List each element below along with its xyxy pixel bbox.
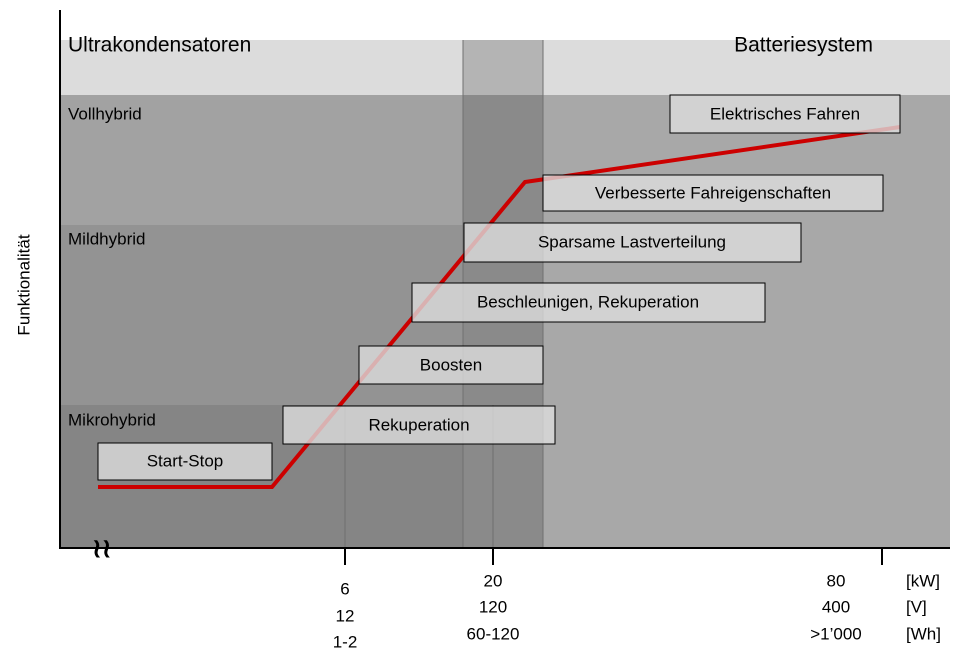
box-label: Beschleunigen, Rekuperation — [477, 292, 699, 311]
box-label: Verbesserte Fahreigenschaften — [595, 183, 831, 202]
header-left: Ultrakondensatoren — [68, 34, 251, 57]
box — [282, 405, 556, 445]
box-label: Start-Stop — [147, 451, 224, 470]
zone-label: Mikrohybrid — [68, 410, 156, 429]
header-band-overlap — [463, 40, 543, 95]
tick-label: 20 — [484, 571, 503, 590]
unit-label: [V] — [906, 597, 927, 616]
zone-label: Mildhybrid — [68, 229, 145, 248]
box — [463, 222, 802, 263]
axis-break: ≀≀ — [92, 533, 112, 563]
box — [358, 345, 544, 385]
unit-label: [Wh] — [906, 624, 941, 643]
box — [97, 442, 273, 481]
box-label: Boosten — [420, 355, 482, 374]
header-right: Batteriesystem — [734, 34, 873, 57]
box-label: Rekuperation — [368, 415, 469, 434]
tick-label: 12 — [336, 606, 355, 625]
zone-voll — [60, 95, 463, 225]
tick-label: 60-120 — [467, 624, 520, 643]
tick-label: >1’000 — [810, 624, 862, 643]
function-line — [98, 125, 901, 489]
tick-label: 80 — [827, 571, 846, 590]
tick-label: 120 — [479, 597, 507, 616]
zone-label: Vollhybrid — [68, 104, 142, 123]
box — [411, 282, 766, 323]
tick-label: 400 — [822, 597, 850, 616]
tick-label: 6 — [340, 579, 349, 598]
unit-label: [kW] — [906, 571, 940, 590]
y-axis-label: Funktionalität — [14, 234, 33, 335]
box-label: Sparsame Lastverteilung — [538, 232, 726, 251]
box — [542, 174, 884, 212]
box — [669, 94, 901, 134]
tick-label: 1-2 — [333, 632, 358, 651]
box-label: Elektrisches Fahren — [710, 104, 860, 123]
